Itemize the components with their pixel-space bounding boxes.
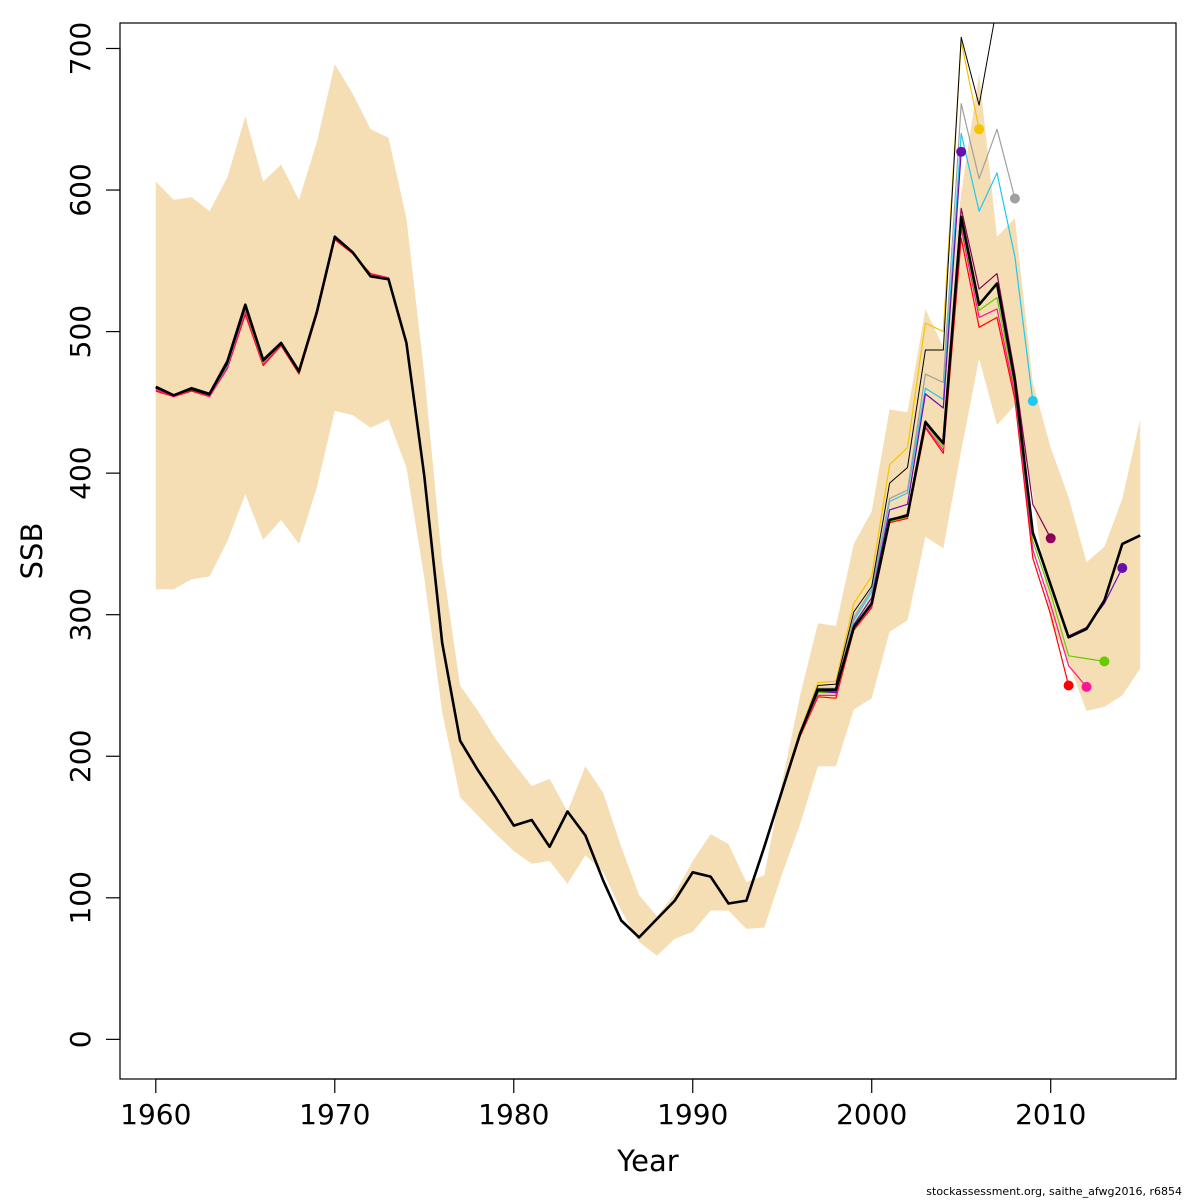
series-endpoint-6 (1027, 396, 1038, 406)
x-tick-label: 1960 (120, 1098, 191, 1131)
source-credit: stockassessment.org, saithe_afwg2016, r6… (926, 1185, 1182, 1198)
x-axis-title: Year (616, 1144, 678, 1178)
series-line-final (155, 215, 1141, 939)
series-endpoint-7 (1009, 193, 1020, 204)
series-endpoint-2 (1081, 681, 1092, 692)
y-tick-label: 100 (64, 871, 97, 924)
series-endpoint-3 (1099, 656, 1110, 667)
x-tick-label: 1970 (299, 1098, 370, 1131)
endpoint-layer (956, 124, 1128, 692)
series-endpoint-9 (956, 146, 967, 157)
x-axis: 1960 1970 1980 1990 2000 2010 (120, 1078, 1086, 1131)
y-tick-label: 500 (64, 305, 97, 358)
y-tick-label: 400 (64, 446, 97, 499)
x-tick-label: 1990 (657, 1098, 728, 1131)
series-layer (155, 23, 1141, 939)
series-endpoint-4 (1045, 533, 1056, 544)
series-endpoint-5 (1117, 563, 1128, 573)
y-tick-label: 700 (64, 22, 97, 75)
x-tick-label: 2010 (1015, 1098, 1086, 1131)
y-tick-label: 600 (64, 163, 97, 216)
y-axis-title: SSB (15, 523, 49, 580)
confidence-band (155, 64, 1141, 956)
plot-area (155, 23, 1141, 956)
y-axis: 0 100 200 300 400 500 600 700 (64, 22, 121, 1048)
series-endpoint-8 (974, 124, 985, 135)
y-tick-label: 200 (64, 730, 97, 783)
y-tick-label: 0 (64, 1030, 97, 1048)
x-tick-label: 1980 (478, 1098, 549, 1131)
x-tick-label: 2000 (836, 1098, 907, 1131)
series-endpoint-1 (1063, 680, 1074, 691)
y-tick-label: 300 (64, 588, 97, 641)
